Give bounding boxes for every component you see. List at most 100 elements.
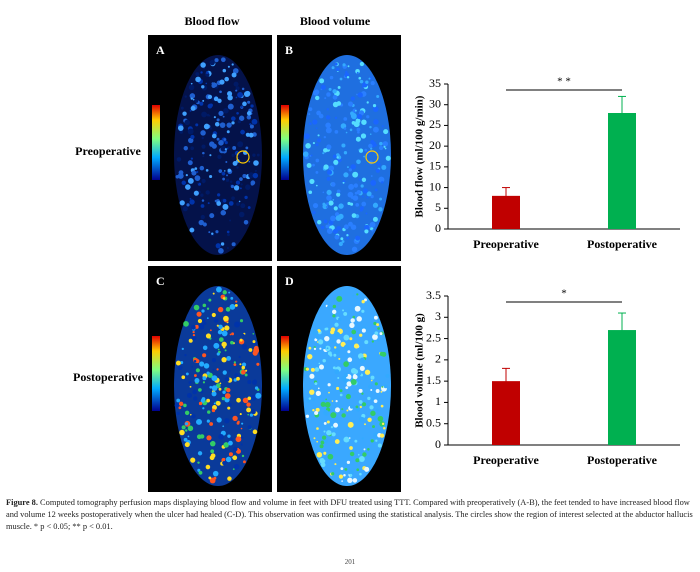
- speckle: [343, 151, 348, 155]
- speckle: [356, 159, 361, 165]
- speckle: [240, 183, 243, 186]
- speckle: [219, 122, 226, 128]
- column-label: Blood flow: [184, 14, 239, 28]
- speckle: [333, 348, 340, 355]
- speckle: [332, 309, 337, 315]
- speckle: [201, 85, 205, 89]
- speckle: [336, 67, 340, 72]
- speckle: [373, 321, 377, 326]
- speckle: [218, 337, 224, 342]
- speckle: [359, 472, 362, 476]
- speckle: [215, 286, 222, 293]
- speckle: [184, 95, 187, 98]
- speckle: [341, 413, 346, 418]
- speckle: [352, 294, 355, 297]
- speckle: [349, 405, 354, 409]
- speckle: [219, 79, 225, 85]
- speckle: [316, 110, 322, 116]
- speckle: [310, 367, 315, 372]
- speckle: [340, 341, 346, 347]
- y-axis-label: Blood flow (ml/100 g/min): [414, 95, 426, 217]
- speckle: [202, 155, 205, 158]
- speckle: [380, 390, 383, 393]
- speckle: [358, 456, 365, 463]
- panel-letter: A: [156, 43, 165, 57]
- speckle: [364, 148, 368, 152]
- speckle: [188, 137, 194, 144]
- speckle: [318, 339, 324, 345]
- speckle: [314, 95, 320, 101]
- speckle: [202, 376, 207, 381]
- speckle: [236, 111, 239, 115]
- speckle: [238, 355, 241, 359]
- speckle: [211, 312, 216, 318]
- speckle: [245, 184, 251, 190]
- speckle: [351, 213, 357, 218]
- speckle: [327, 304, 333, 310]
- speckle: [211, 385, 218, 391]
- speckle: [231, 196, 235, 201]
- speckle: [233, 361, 237, 364]
- speckle: [345, 131, 348, 134]
- speckle: [220, 242, 225, 246]
- speckle: [385, 155, 391, 161]
- speckle: [366, 196, 369, 199]
- speckle: [227, 406, 231, 410]
- speckle: [195, 368, 200, 373]
- speckle: [189, 197, 192, 200]
- speckle: [193, 374, 197, 377]
- speckle: [312, 203, 319, 209]
- speckle: [187, 128, 194, 135]
- speckle: [314, 367, 320, 372]
- speckle: [231, 116, 236, 121]
- speckle: [315, 390, 321, 396]
- speckle: [251, 410, 256, 415]
- speckle: [334, 369, 340, 375]
- y-tick-label: 25: [429, 117, 441, 131]
- speckle: [216, 368, 219, 371]
- speckle: [197, 451, 203, 456]
- speckle: [226, 130, 230, 134]
- speckle: [246, 407, 252, 413]
- speckle: [217, 98, 222, 103]
- speckle: [216, 137, 220, 141]
- speckle: [247, 379, 252, 384]
- speckle: [248, 172, 255, 179]
- speckle: [203, 363, 210, 369]
- significance-label: *: [561, 288, 567, 300]
- speckle: [206, 435, 212, 441]
- speckle: [227, 103, 234, 110]
- speckle: [247, 425, 252, 430]
- speckle: [366, 191, 372, 197]
- speckle: [364, 423, 366, 426]
- speckle: [230, 184, 235, 189]
- speckle: [339, 475, 343, 478]
- speckle: [380, 404, 384, 408]
- speckle: [228, 201, 234, 206]
- speckle: [312, 329, 319, 336]
- speckle: [334, 344, 337, 347]
- speckle: [218, 102, 221, 105]
- speckle: [381, 125, 384, 128]
- speckle: [360, 184, 364, 188]
- page-number: 201: [344, 558, 356, 566]
- speckle: [333, 206, 338, 211]
- speckle: [202, 353, 207, 358]
- speckle: [211, 408, 216, 413]
- speckle: [243, 220, 249, 225]
- speckle: [370, 410, 376, 417]
- speckle: [375, 439, 378, 442]
- speckle: [189, 93, 196, 99]
- speckle: [359, 357, 365, 363]
- speckle: [308, 122, 312, 126]
- speckle: [246, 402, 251, 407]
- speckle: [177, 172, 184, 179]
- speckle: [202, 381, 206, 384]
- speckle: [227, 146, 231, 149]
- speckle: [214, 58, 219, 63]
- speckle: [190, 82, 193, 85]
- speckle: [372, 216, 378, 222]
- speckle: [208, 114, 211, 117]
- speckle: [349, 128, 353, 132]
- speckle: [330, 182, 336, 187]
